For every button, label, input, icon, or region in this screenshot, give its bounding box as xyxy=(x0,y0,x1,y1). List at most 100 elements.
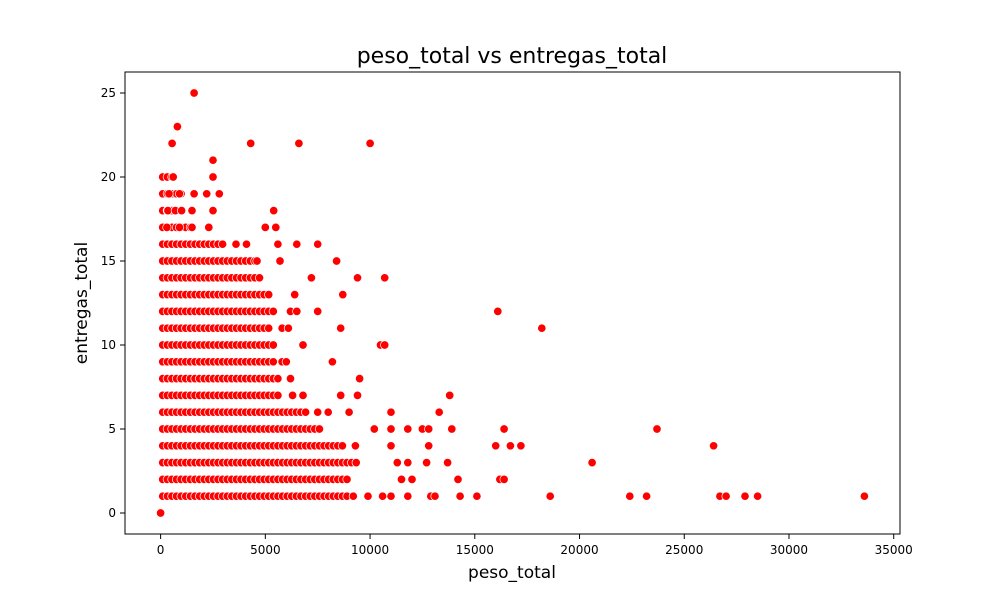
scatter-point xyxy=(386,424,396,434)
scatter-point xyxy=(424,441,434,451)
y-axis: 0 5 10 15 20 25 xyxy=(101,86,125,520)
scatter-point xyxy=(434,407,444,417)
scatter-point xyxy=(342,474,352,484)
scatter-point xyxy=(268,357,278,367)
scatter-point xyxy=(386,407,396,417)
scatter-point xyxy=(363,491,373,501)
scatter-point xyxy=(709,441,719,451)
scatter-point xyxy=(753,491,763,501)
scatter-point xyxy=(283,323,293,333)
scatter-point xyxy=(214,189,224,199)
scatter-point xyxy=(202,189,212,199)
scatter-point xyxy=(260,222,270,232)
scatter-point xyxy=(642,491,652,501)
scatter-point xyxy=(424,424,434,434)
scatter-point xyxy=(453,474,463,484)
scatter-point xyxy=(187,206,197,216)
y-tick-label: 0 xyxy=(108,506,116,520)
scatter-point xyxy=(545,491,555,501)
y-tick-label: 15 xyxy=(101,254,116,268)
scatter-point xyxy=(187,222,197,232)
scatter-point xyxy=(268,340,278,350)
scatter-point xyxy=(189,88,199,98)
y-tick-label: 10 xyxy=(101,338,116,352)
scatter-point xyxy=(365,138,375,148)
scatter-point xyxy=(491,441,501,451)
scatter-point xyxy=(174,189,185,199)
scatter-point xyxy=(164,189,174,199)
x-tick-label: 5000 xyxy=(250,543,281,557)
scatter-point xyxy=(156,508,166,518)
scatter-point xyxy=(313,239,323,249)
scatter-point xyxy=(348,491,358,501)
scatter-point xyxy=(337,441,347,451)
scatter-point xyxy=(392,458,402,468)
x-axis-title: peso_total xyxy=(468,563,556,583)
scatter-point xyxy=(378,491,388,501)
scatter-point xyxy=(380,273,390,283)
points-layer xyxy=(156,88,869,518)
scatter-point xyxy=(740,491,750,501)
scatter-point xyxy=(208,206,218,216)
scatter-point xyxy=(516,441,526,451)
y-tick-label: 20 xyxy=(101,170,116,184)
scatter-point xyxy=(313,306,323,316)
scatter-point xyxy=(288,390,298,400)
scatter-point xyxy=(403,458,413,468)
scatter-point xyxy=(386,491,396,501)
scatter-point xyxy=(208,155,218,165)
x-axis: 0 5000 10000 15000 20000 25000 30000 35000 xyxy=(157,534,913,557)
scatter-point xyxy=(499,474,509,484)
scatter-point xyxy=(587,458,597,468)
scatter-point xyxy=(327,357,337,367)
scatter-point xyxy=(281,357,291,367)
scatter-point xyxy=(445,390,455,400)
scatter-point xyxy=(292,239,302,249)
scatter-point xyxy=(292,306,302,316)
scatter-point xyxy=(162,222,172,232)
scatter-point xyxy=(189,189,199,199)
scatter-point xyxy=(290,290,300,300)
scatter-point xyxy=(208,172,218,182)
scatter-point xyxy=(625,491,635,501)
x-tick-label: 10000 xyxy=(351,543,389,557)
chart-title: peso_total vs entregas_total xyxy=(357,44,668,69)
scatter-point xyxy=(355,374,365,384)
scatter-point xyxy=(380,340,390,350)
scatter-point xyxy=(273,374,283,384)
scatter-point xyxy=(537,323,547,333)
scatter-point xyxy=(430,491,440,501)
scatter-point xyxy=(298,390,308,400)
scatter-point xyxy=(241,239,252,249)
scatter-point xyxy=(447,424,457,434)
scatter-point xyxy=(352,390,363,400)
scatter-point xyxy=(351,458,361,468)
scatter-point xyxy=(273,239,283,249)
scatter-point xyxy=(269,206,279,216)
scatter-point xyxy=(167,138,177,148)
scatter-point xyxy=(455,491,465,501)
scatter-point xyxy=(652,424,662,434)
y-tick-label: 25 xyxy=(101,86,116,100)
scatter-point xyxy=(352,273,363,283)
x-tick-label: 25000 xyxy=(665,543,703,557)
scatter-point xyxy=(254,273,265,283)
x-tick-label: 30000 xyxy=(770,543,808,557)
scatter-point xyxy=(499,424,509,434)
scatter-point xyxy=(268,306,278,316)
scatter-point xyxy=(344,407,354,417)
scatter-point xyxy=(472,491,482,501)
scatter-point xyxy=(168,172,178,182)
scatter-point xyxy=(407,474,417,484)
scatter-point xyxy=(323,407,333,417)
scatter-point xyxy=(338,290,348,300)
scatter-point xyxy=(174,222,185,232)
scatter-point xyxy=(403,491,413,501)
scatter-point xyxy=(443,458,453,468)
scatter-point xyxy=(403,424,413,434)
x-tick-label: 15000 xyxy=(456,543,494,557)
scatter-point xyxy=(301,407,311,417)
scatter-point xyxy=(396,474,407,484)
scatter-point xyxy=(298,340,308,350)
